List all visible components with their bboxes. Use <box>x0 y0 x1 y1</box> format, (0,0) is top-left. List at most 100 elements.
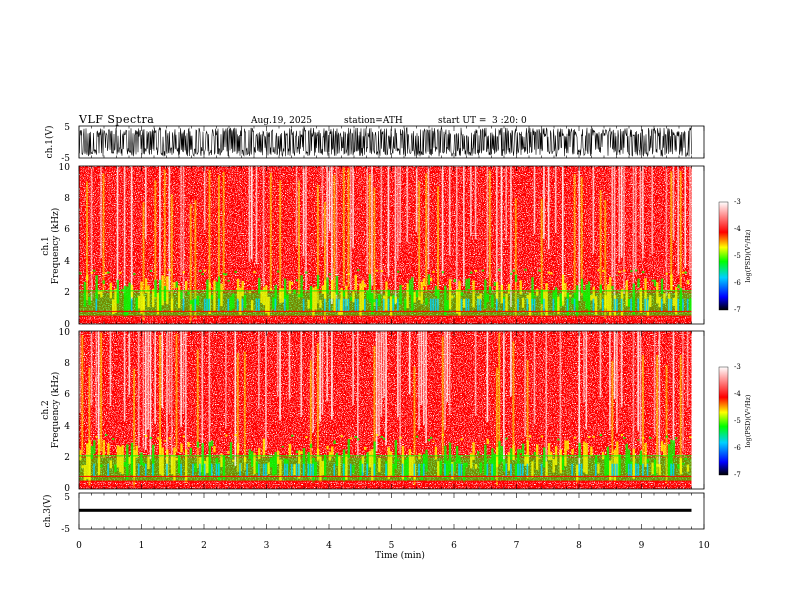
spec-low-freq-patch <box>250 451 254 467</box>
spec-low-freq-patch <box>335 275 339 295</box>
spec-low-freq-patch <box>670 439 673 474</box>
xtick-label-4: 4 <box>326 541 332 551</box>
spec-low-freq-patch <box>571 449 574 455</box>
spec-cyan-patch <box>521 463 524 477</box>
spec-cyan-patch <box>392 298 394 312</box>
start-ut-label: start UT = <box>438 116 486 126</box>
spec-low-freq-patch <box>316 448 320 460</box>
spec-yellow-streak <box>170 194 173 313</box>
spec-low-freq-patch <box>453 462 456 472</box>
ch1-cb-tick-m6: -6 <box>734 279 741 287</box>
spec-low-freq-patch <box>649 295 652 307</box>
spec-white-streak <box>510 331 512 397</box>
spec-low-freq-patch <box>521 443 525 456</box>
spec-low-freq-patch <box>255 461 259 473</box>
spec-cyan-patch <box>517 298 519 312</box>
spec-low-freq-patch <box>554 287 558 312</box>
spec-cyan-patch <box>342 298 345 312</box>
spec-cyan-patch <box>210 463 213 477</box>
spec-white-streak <box>319 331 321 422</box>
ch1-spec-ylabel-channel: ch.1 <box>41 236 51 255</box>
spec-low-freq-patch <box>215 457 218 469</box>
ch1-cb-tick-m4: -4 <box>734 225 741 233</box>
spec-low-freq-patch <box>274 284 277 306</box>
spec-white-streak <box>366 166 369 275</box>
spec-low-freq-patch <box>458 281 461 317</box>
spec-low-freq-patch <box>665 272 668 275</box>
ch1-ytick-top: 5 <box>64 123 70 133</box>
spec-low-freq-patch <box>451 295 454 299</box>
spec-low-freq-patch <box>326 277 329 294</box>
spec-white-streak <box>225 331 227 429</box>
spec-low-freq-patch <box>272 456 275 476</box>
spec-cyan-patch <box>646 463 649 477</box>
spec-low-freq-patch <box>425 298 428 305</box>
spec-low-freq-patch <box>269 457 273 468</box>
spec-white-streak <box>406 166 409 243</box>
spec-white-streak <box>382 331 385 399</box>
spec-white-streak <box>665 166 668 297</box>
spec-low-freq-patch <box>677 464 680 469</box>
spec-low-freq-patch <box>604 455 607 477</box>
spec-low-freq-patch <box>616 441 619 476</box>
spec-white-streak <box>620 166 623 258</box>
spec-low-freq-patch <box>97 439 101 476</box>
spec-low-freq-patch <box>639 450 643 466</box>
ch1-spectrogram-image <box>79 166 692 324</box>
spec-white-streak <box>380 331 383 417</box>
ch1-ytick-2: 2 <box>64 288 70 298</box>
ch2-colorbar-label: log(PSD)(V²/Hz) <box>744 394 752 447</box>
spec-white-streak <box>592 166 595 254</box>
spec-cyan-patch <box>333 463 336 477</box>
spec-cyan-patch <box>566 298 569 312</box>
spec-cyan-patch <box>95 298 98 312</box>
spec-low-freq-patch <box>83 281 87 307</box>
spec-low-freq-patch <box>611 285 614 290</box>
spec-cyan-patch <box>486 463 489 477</box>
spec-low-freq-patch <box>684 457 687 461</box>
spec-low-freq-patch <box>119 446 122 473</box>
spec-low-freq-patch <box>100 290 103 298</box>
spec-low-freq-patch <box>189 447 193 455</box>
spec-low-freq-patch <box>326 445 329 450</box>
spec-low-freq-patch <box>404 459 407 481</box>
spec-white-streak <box>500 166 503 293</box>
spec-cyan-patch <box>630 463 632 477</box>
spec-low-freq-patch <box>533 451 537 456</box>
spec-yellow-streak <box>86 181 88 300</box>
spec-low-freq-patch <box>587 281 591 315</box>
spec-low-freq-patch <box>594 296 598 315</box>
spec-low-freq-patch <box>387 289 390 297</box>
spec-low-freq-patch <box>236 278 240 302</box>
spec-yellow-streak <box>413 366 416 486</box>
spec-cyan-patch <box>93 463 95 477</box>
spec-low-freq-patch <box>340 435 343 438</box>
spec-yellow-streak <box>217 175 220 294</box>
spec-low-freq-patch <box>314 286 317 310</box>
spec-low-freq-patch <box>623 437 626 440</box>
spec-cyan-patch <box>194 298 197 312</box>
spec-low-freq-patch <box>493 453 496 476</box>
spec-cyan-patch <box>236 298 239 312</box>
spec-low-freq-patch <box>187 441 190 447</box>
spec-cyan-patch <box>335 298 338 312</box>
spec-low-freq-patch <box>262 438 266 458</box>
spec-white-streak <box>486 331 489 423</box>
spec-low-freq-patch <box>634 269 638 272</box>
spec-cyan-patch <box>217 298 220 312</box>
spec-low-freq-patch <box>133 273 136 276</box>
spec-low-freq-patch <box>283 278 287 300</box>
spec-low-freq-patch <box>130 442 134 475</box>
spec-white-streak <box>651 166 654 255</box>
spec-low-freq-patch <box>305 271 308 274</box>
spec-cyan-patch <box>130 298 133 312</box>
spec-cyan-patch <box>192 463 194 477</box>
spec-yellow-streak <box>488 170 491 290</box>
ch1-ytick-0: 0 <box>64 320 70 330</box>
spec-cyan-patch <box>571 463 574 477</box>
spec-cyan-patch <box>434 298 437 312</box>
spec-cyan-patch <box>620 298 623 312</box>
spec-white-streak <box>123 166 126 294</box>
spec-low-freq-patch <box>319 456 322 482</box>
spec-low-freq-patch <box>187 291 190 295</box>
